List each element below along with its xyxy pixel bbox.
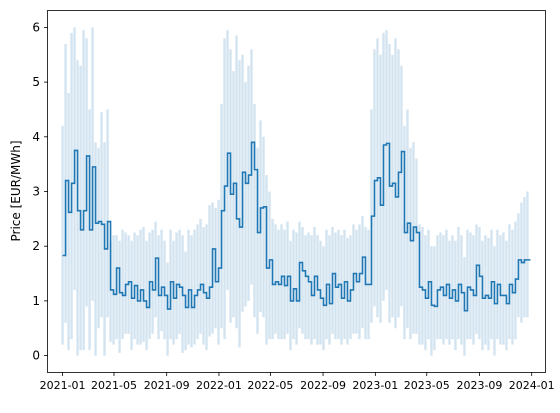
- x-tick-label-4: 2022-05: [247, 379, 293, 392]
- x-tick-label-7: 2023-05: [404, 379, 450, 392]
- x-axis: 2021-01 2021-05 2021-09 2022-01 2022-05 2022-…: [40, 372, 555, 392]
- y-axis-label: Price [EUR/MWh]: [9, 140, 23, 241]
- x-tick-label-9: 2024-01: [509, 379, 555, 392]
- y-tick-label-6: 6: [32, 20, 40, 34]
- x-tick-label-8: 2023-09: [456, 379, 502, 392]
- y-tick-label-1: 1: [32, 294, 40, 308]
- y-tick-label-4: 4: [32, 130, 40, 144]
- x-tick-label-6: 2023-01: [352, 379, 398, 392]
- x-tick-label-3: 2022-01: [196, 379, 242, 392]
- y-tick-label-2: 2: [32, 239, 40, 253]
- y-tick-label-3: 3: [32, 185, 40, 199]
- price-series-line: [62, 141, 531, 312]
- y-axis: 0 1 2 3 4 5 6: [32, 20, 48, 363]
- y-tick-label-5: 5: [32, 75, 40, 89]
- x-tick-label-5: 2022-09: [300, 379, 346, 392]
- x-tick-label-0: 2021-01: [40, 379, 86, 392]
- x-tick-label-1: 2021-05: [91, 379, 137, 392]
- x-tick-label-2: 2021-09: [144, 379, 190, 392]
- y-tick-label-0: 0: [32, 349, 40, 363]
- price-line: [62, 141, 531, 312]
